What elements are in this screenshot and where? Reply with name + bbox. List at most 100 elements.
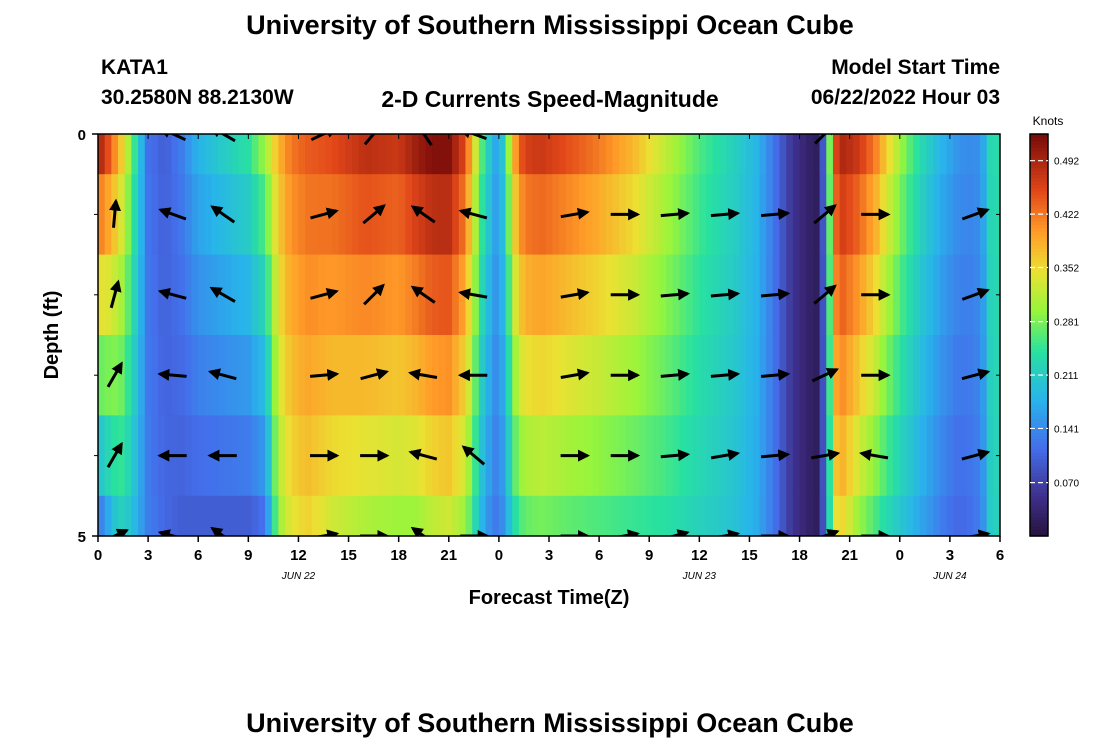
heatmap-cell: [485, 415, 493, 497]
heatmap-cell: [645, 134, 654, 175]
heatmap-cell: [271, 335, 279, 416]
heatmap-cell: [652, 254, 660, 336]
heatmap-cell: [438, 174, 447, 256]
heatmap-cell: [371, 495, 380, 536]
heatmap-cell: [538, 495, 547, 536]
heatmap-cell: [438, 134, 447, 175]
colorbar-swatch: [1030, 405, 1048, 410]
heatmap-cell: [893, 174, 901, 256]
heatmap-cell: [639, 495, 647, 536]
heatmap-cell: [919, 495, 928, 536]
heatmap-cell: [244, 495, 253, 536]
heatmap-cell: [385, 174, 393, 256]
colorbar-swatch: [1030, 445, 1048, 450]
colorbar-swatch: [1030, 402, 1048, 406]
heatmap-cell: [331, 134, 340, 175]
heatmap-cell: [211, 174, 219, 256]
colorbar-swatch: [1030, 469, 1048, 473]
heatmap-cell: [979, 134, 988, 175]
heatmap-cell: [278, 254, 286, 336]
heatmap-cell: [124, 415, 133, 497]
heatmap-cell: [345, 254, 353, 336]
heatmap-cell: [739, 254, 747, 336]
colorbar-swatch: [1030, 261, 1048, 266]
heatmap-cell: [505, 415, 513, 497]
heatmap-cell: [345, 495, 353, 536]
heatmap-cell: [579, 495, 587, 536]
currents-chart: 0 3 6 9 12 15 18 21 0 3 6 9 12 15 18 21 0 3 6 JUN 22 JUN 23 J…: [41, 114, 1079, 609]
current-vector: [109, 279, 122, 309]
heatmap-cell: [345, 134, 353, 175]
colorbar-swatch: [1030, 237, 1048, 242]
heatmap-cell: [452, 335, 460, 416]
heatmap-cell: [752, 134, 761, 175]
heatmap-cell: [692, 254, 700, 336]
heatmap-cell: [792, 335, 801, 416]
heatmap-cell: [779, 495, 787, 536]
heatmap-cell: [559, 174, 567, 256]
heatmap-cell: [665, 134, 674, 175]
heatmap-cell: [692, 134, 700, 175]
heatmap-cell: [291, 495, 300, 536]
heatmap-cell: [953, 495, 961, 536]
heatmap-cell: [418, 134, 426, 175]
heatmap-cell: [538, 134, 547, 175]
colorbar-swatch: [1030, 438, 1048, 443]
heatmap-cell: [525, 495, 533, 536]
heatmap-cell: [331, 254, 340, 336]
heatmap-cell: [231, 495, 239, 536]
heatmap-cell: [599, 495, 607, 536]
heatmap-cell: [866, 134, 874, 175]
heatmap-cell: [512, 134, 520, 175]
heatmap-cell: [632, 134, 640, 175]
colorbar-swatch: [1030, 338, 1048, 343]
heatmap-cell: [592, 415, 600, 497]
heatmap-cell: [645, 174, 654, 256]
colorbar-swatch: [1030, 472, 1048, 477]
heatmap-cell: [652, 335, 660, 416]
heatmap-cell: [351, 495, 360, 536]
heatmap-cell: [906, 335, 914, 416]
colorbar-swatch: [1030, 140, 1048, 145]
heatmap-cell: [271, 495, 279, 536]
colorbar-swatch: [1030, 164, 1048, 169]
heatmap-cell: [759, 495, 767, 536]
heatmap-cell: [599, 335, 607, 416]
heatmap-cell: [432, 174, 440, 256]
heatmap-cell: [118, 415, 126, 497]
colorbar-swatch: [1030, 278, 1048, 282]
heatmap-cell: [732, 495, 741, 536]
heatmap-cell: [98, 134, 106, 175]
heatmap-cell: [378, 495, 386, 536]
heatmap-cell: [699, 495, 707, 536]
heatmap-cell: [258, 495, 266, 536]
heatmap-cell: [625, 134, 634, 175]
current-vector: [310, 134, 338, 142]
heatmap-cell: [258, 134, 266, 175]
heatmap-cell: [893, 495, 901, 536]
heatmap-cell: [478, 134, 487, 175]
heatmap-cell: [832, 174, 841, 256]
colorbar-swatch: [1030, 294, 1048, 299]
heatmap-cell: [959, 134, 968, 175]
heatmap-cell: [458, 174, 467, 256]
colorbar-swatch: [1030, 485, 1048, 490]
heatmap-cell: [953, 134, 961, 175]
heatmap-cell: [338, 335, 346, 416]
heatmap-cell: [498, 335, 507, 416]
x-tick-label: 9: [645, 547, 653, 564]
heatmap-cell: [726, 134, 734, 175]
heatmap-cell: [719, 495, 727, 536]
heatmap-cell: [238, 254, 246, 336]
colorbar-swatch: [1030, 147, 1048, 152]
current-vector: [710, 208, 741, 221]
x-tick-label: 9: [244, 547, 252, 564]
heatmap-cell: [832, 415, 841, 497]
heatmap-cell: [719, 134, 727, 175]
heatmap-cell: [198, 495, 206, 536]
heatmap-cell: [358, 174, 366, 256]
heatmap-cell: [305, 254, 313, 336]
colorbar-swatch: [1030, 134, 1048, 138]
heatmap-cell: [131, 254, 139, 336]
heatmap-cell: [786, 495, 794, 536]
